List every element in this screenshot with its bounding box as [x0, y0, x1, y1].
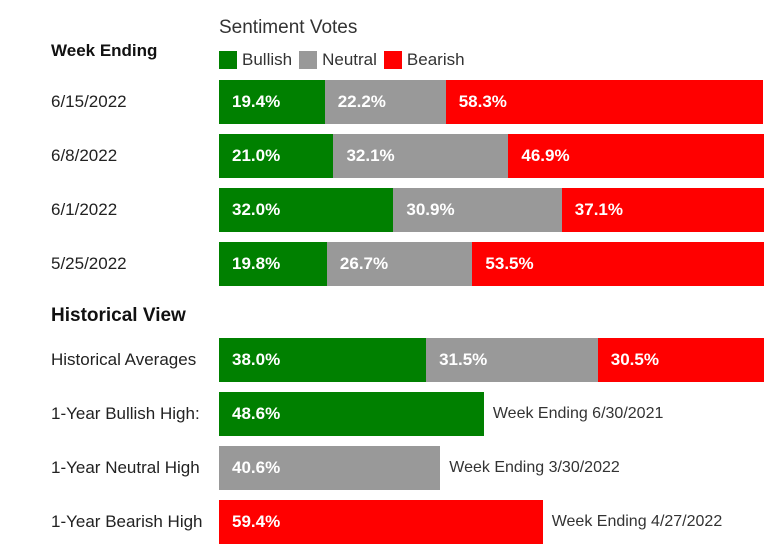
high-date-note: Week Ending 4/27/2022	[551, 513, 723, 530]
legend-swatch-neutral	[299, 51, 318, 69]
week-section-title: Week Ending	[51, 41, 158, 60]
bar-segment-bearish: 58.3%	[445, 80, 764, 124]
weekly-bar: 19.8% 26.7% 53.5%	[219, 242, 764, 286]
bar-segment-neutral: 22.2%	[324, 80, 446, 124]
bar-segment-bullish: 32.0%	[219, 188, 394, 232]
historical-section-title: Historical View	[51, 305, 186, 326]
legend-title: Sentiment Votes	[219, 17, 358, 38]
legend-item-bearish: Bearish	[383, 50, 465, 70]
legend-label-bullish: Bullish	[242, 50, 293, 69]
weekly-bar: 32.0% 30.9% 37.1%	[219, 188, 764, 232]
bar-segment-neutral: 31.5%	[426, 338, 598, 382]
bar-segment-bearish: 37.1%	[561, 188, 764, 232]
historical-row-label: 1-Year Neutral High	[51, 458, 200, 477]
legend-item-bullish: Bullish	[219, 50, 292, 70]
historical-row-label: 1-Year Bearish High	[51, 512, 203, 531]
bar-segment-bullish: 38.0%	[219, 338, 427, 382]
high-date-note: Week Ending 6/30/2021	[492, 405, 664, 422]
legend-swatch-bearish	[383, 51, 402, 69]
bar-segment-neutral: 40.6%	[219, 446, 441, 490]
historical-bar: 38.0% 31.5% 30.5%	[219, 338, 764, 382]
legend-label-bearish: Bearish	[406, 50, 465, 69]
bar-segment-bullish: 21.0%	[219, 134, 334, 178]
weekly-row-label: 6/1/2022	[51, 200, 118, 219]
high-bar-neutral: 40.6%	[219, 446, 441, 490]
bar-segment-neutral: 26.7%	[326, 242, 473, 286]
bar-segment-bullish: 19.8%	[219, 242, 327, 286]
weekly-bar: 19.4% 22.2% 58.3%	[219, 80, 764, 124]
weekly-bar: 21.0% 32.1% 46.9%	[219, 134, 764, 178]
historical-row-label: 1-Year Bullish High:	[51, 404, 200, 423]
high-bar-bearish: 59.4%	[219, 500, 543, 544]
weekly-row-label: 6/8/2022	[51, 146, 118, 165]
bar-segment-bullish: 48.6%	[219, 392, 484, 436]
bar-segment-bearish: 53.5%	[472, 242, 764, 286]
high-bar-bullish: 48.6%	[219, 392, 484, 436]
bar-segment-neutral: 30.9%	[393, 188, 562, 232]
bar-segment-bearish: 46.9%	[508, 134, 764, 178]
historical-row-label: Historical Averages	[51, 350, 197, 369]
bar-segment-bullish: 19.4%	[219, 80, 325, 124]
high-date-note: Week Ending 3/30/2022	[449, 459, 620, 476]
bar-segment-bearish: 30.5%	[597, 338, 764, 382]
weekly-row-label: 6/15/2022	[51, 92, 127, 111]
bar-segment-neutral: 32.1%	[333, 134, 509, 178]
legend-swatch-bullish	[219, 51, 237, 69]
legend: Bullish Neutral Bearish	[219, 50, 472, 70]
bar-segment-bearish: 59.4%	[219, 500, 543, 544]
weekly-row-label: 5/25/2022	[51, 254, 127, 273]
legend-item-neutral: Neutral	[299, 50, 377, 70]
legend-label-neutral: Neutral	[322, 50, 377, 69]
